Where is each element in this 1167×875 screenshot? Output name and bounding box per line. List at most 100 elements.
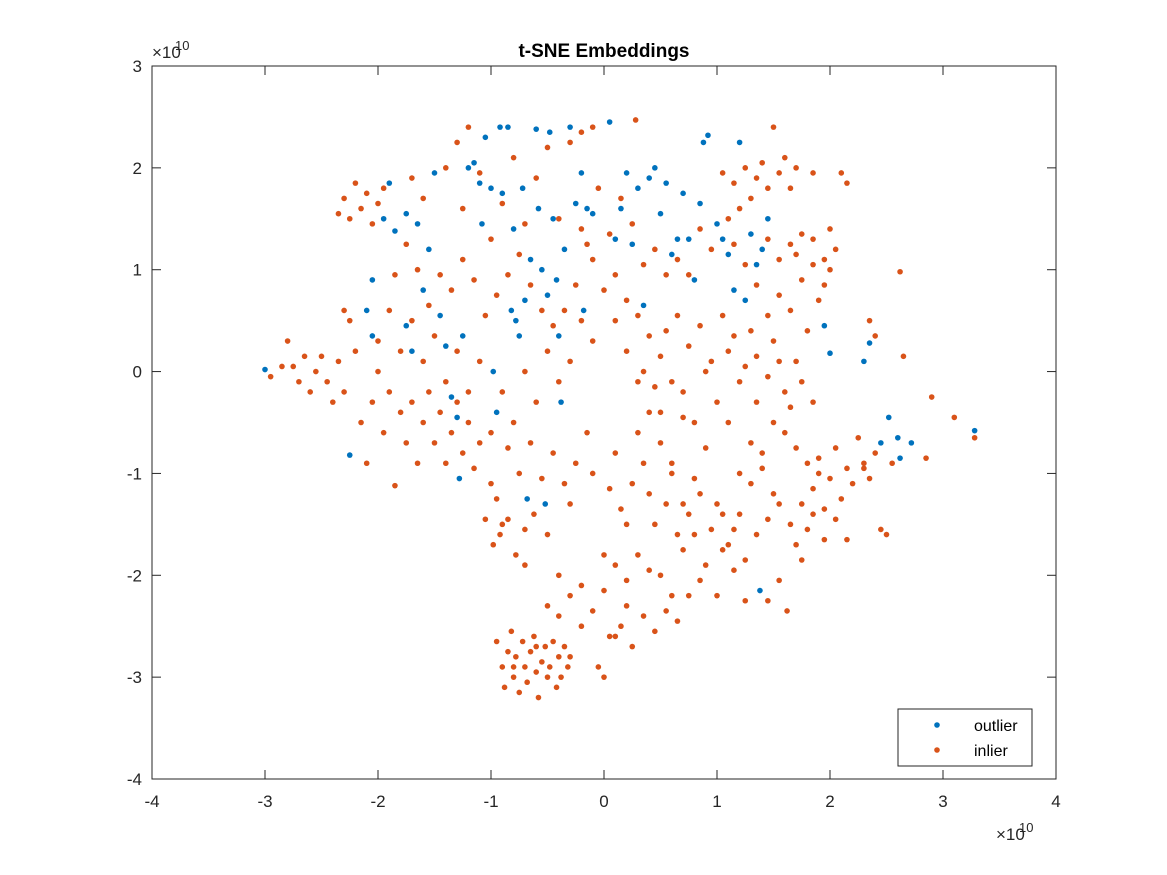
outlier-point (471, 159, 477, 166)
x-tick-label: -2 (370, 792, 385, 811)
inlier-point (318, 353, 325, 360)
y-tick-label: 2 (133, 159, 142, 178)
inlier-point (420, 195, 427, 202)
outlier-point (459, 333, 466, 339)
inlier-point (290, 363, 297, 370)
y-axis-ticks: -4 -3 -2 -1 0 1 2 3 (127, 57, 1056, 789)
inlier-point (459, 205, 466, 212)
outlier-point (519, 185, 526, 192)
inlier-point (714, 501, 720, 507)
inlier-point (810, 399, 816, 405)
outlier-point (561, 246, 568, 253)
inlier-point (657, 440, 664, 446)
inlier-point (623, 577, 630, 584)
inlier-point (471, 465, 477, 472)
inlier-point (386, 389, 393, 395)
y-tick-label: 1 (133, 261, 142, 280)
inlier-point (748, 195, 754, 202)
inlier-point (640, 613, 647, 619)
inlier-point (482, 516, 489, 523)
outlier-point (380, 215, 387, 222)
y-exponent-label: 10 (175, 38, 189, 53)
y-tick-label: -1 (127, 464, 142, 483)
inlier-point (527, 440, 534, 446)
inlier-point (414, 460, 421, 467)
outlier-point (765, 215, 771, 222)
outlier-point (878, 440, 884, 446)
inlier-point (584, 429, 590, 436)
inlier-point (519, 638, 526, 645)
x-multiplier-label: ×10 (996, 825, 1025, 844)
inlier-point (279, 363, 285, 370)
inlier-point (522, 664, 528, 670)
outlier-point (753, 261, 760, 268)
inlier-point (646, 409, 652, 416)
inlier-point (635, 312, 641, 319)
inlier-point (556, 215, 562, 222)
inlier-point (352, 180, 359, 186)
inlier-point (346, 215, 353, 222)
inlier-point (505, 272, 511, 278)
inlier-point (493, 496, 500, 502)
inlier-point (629, 221, 636, 227)
inlier-point (510, 664, 517, 670)
inlier-point (369, 221, 376, 227)
inlier-point (685, 272, 692, 278)
inlier-point (522, 368, 528, 375)
x-tick-label: 1 (712, 792, 721, 811)
inlier-point (561, 307, 568, 314)
inlier-point (815, 470, 822, 477)
outlier-point (542, 501, 549, 507)
inlier-point (866, 475, 873, 482)
inlier-point (782, 154, 788, 161)
x-tick-label: 4 (1051, 792, 1060, 811)
y-tick-label: -3 (127, 668, 142, 687)
outlier-point (674, 236, 681, 242)
outlier-point (524, 496, 530, 502)
inlier-point (437, 409, 443, 416)
y-tick-label: -2 (127, 566, 142, 585)
inlier-point (714, 592, 720, 599)
inlier-point (510, 419, 517, 426)
inlier-point (380, 185, 387, 192)
inlier-point (697, 491, 703, 497)
inlier-point (369, 399, 376, 405)
inlier-point (971, 434, 978, 441)
inlier-point (623, 348, 630, 355)
inlier-point (459, 256, 466, 263)
inlier-point (663, 608, 669, 614)
x-axis-exponent: ×10 10 (996, 820, 1033, 844)
inlier-point (770, 419, 777, 426)
inlier-point (330, 399, 336, 405)
outlier-point (443, 343, 449, 349)
legend-box (897, 708, 1033, 767)
inlier-point (476, 440, 483, 446)
inlier-point (883, 531, 890, 538)
inlier-point (499, 389, 506, 395)
inlier-point (578, 582, 585, 589)
inlier-point (572, 282, 579, 288)
outlier-point (697, 200, 703, 207)
x-tick-label: -3 (257, 792, 272, 811)
inlier-point (567, 358, 573, 365)
outlier-point (403, 322, 410, 329)
inlier-point (810, 261, 816, 268)
outlier-point (369, 333, 376, 339)
inlier-point (324, 378, 330, 385)
chart-title: t-SNE Embeddings (518, 41, 689, 62)
inlier-point (731, 567, 737, 573)
inlier-point (674, 256, 681, 263)
inlier-point (753, 175, 760, 181)
inlier-point (409, 317, 415, 324)
inlier-point (516, 689, 523, 696)
outlier-point (546, 129, 553, 136)
inlier-point (488, 429, 494, 436)
inlier-point (601, 287, 607, 293)
inlier-point (844, 465, 850, 472)
inlier-point (490, 541, 497, 548)
outlier-point (589, 210, 596, 217)
outlier-point (386, 180, 393, 186)
inlier-point (553, 684, 560, 691)
inlier-point (725, 215, 732, 222)
inlier-point (505, 516, 511, 523)
